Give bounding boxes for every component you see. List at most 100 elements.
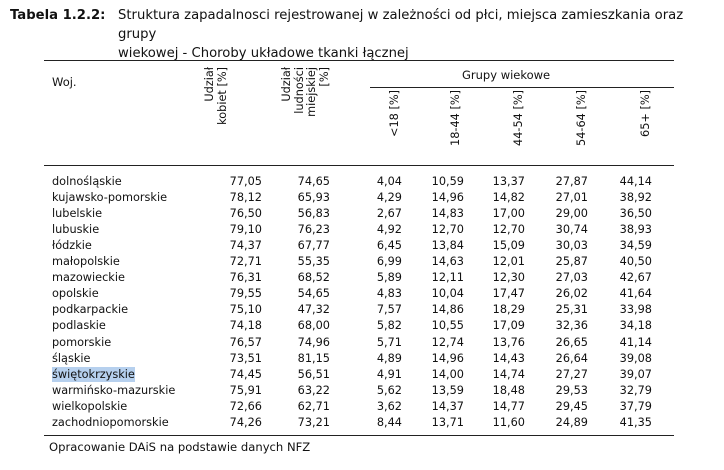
cell-share-urban: 54,65 — [297, 287, 330, 301]
cell-share-women: 75,10 — [229, 303, 262, 317]
table-row: śląskie 73,51 81,15 4,89 14,96 14,43 26,64 39,0… — [52, 351, 672, 366]
cell-age-under-18: 5,89 — [376, 271, 402, 285]
table-row: świętokrzyskie 74,45 56,51 4,91 14,00 14,74 27… — [52, 366, 672, 382]
cell-voivodeship: warmińsko-mazurskie — [52, 383, 176, 397]
top-rule — [44, 60, 674, 61]
cell-voivodeship: dolnośląskie — [52, 175, 122, 188]
table-row: mazowieckie 76,31 68,52 5,89 12,11 12,30 27,03… — [52, 270, 672, 285]
bottom-rule — [44, 435, 674, 436]
column-group-title: Grupy wiekowe — [462, 68, 551, 82]
cell-voivodeship: lubelskie — [52, 207, 103, 221]
cell-age-44-54: 17,09 — [492, 319, 525, 333]
cell-age-65-plus: 40,50 — [619, 255, 652, 269]
cell-voivodeship: mazowieckie — [52, 271, 125, 285]
cell-age-18-44: 14,00 — [431, 367, 464, 381]
cell-age-44-54: 17,47 — [492, 287, 525, 301]
cell-age-under-18: 4,04 — [376, 175, 402, 188]
group-rule — [370, 87, 674, 88]
cell-share-women: 76,50 — [229, 207, 262, 221]
table-caption: Tabela 1.2.2: Struktura zapadalnosci rej… — [10, 6, 710, 63]
cell-share-women: 79,55 — [229, 287, 262, 301]
cell-age-18-44: 10,04 — [431, 287, 464, 301]
cell-voivodeship: opolskie — [52, 287, 99, 301]
cell-age-54-64: 27,01 — [555, 191, 588, 205]
cell-age-under-18: 2,67 — [376, 207, 402, 221]
cell-age-44-54: 14,77 — [492, 399, 525, 413]
column-header-miejskiej-line-3: miejskiej — [305, 67, 318, 117]
cell-share-women: 75,91 — [229, 383, 262, 397]
cell-age-44-54: 11,60 — [492, 415, 525, 429]
column-header-miejskiej-line-1: Udział — [280, 67, 293, 102]
cell-age-18-44: 13,71 — [431, 415, 464, 429]
column-header-kobiet-line-2: kobiet [%] — [215, 67, 229, 125]
cell-age-65-plus: 32,79 — [619, 383, 652, 397]
column-header-miejskiej-line-4: [%] — [317, 67, 331, 87]
cell-voivodeship: podlaskie — [52, 319, 106, 333]
cell-age-under-18: 8,44 — [376, 415, 402, 429]
cell-age-18-44: 14,37 — [431, 399, 464, 413]
cell-age-18-44: 14,86 — [431, 303, 464, 317]
cell-age-under-18: 5,82 — [376, 319, 402, 333]
cell-age-44-54: 17,00 — [492, 207, 525, 221]
cell-age-18-44: 14,63 — [431, 255, 464, 269]
cell-age-44-54: 13,76 — [492, 335, 525, 349]
cell-share-urban: 81,15 — [297, 351, 330, 365]
table-row: podkarpackie 75,10 47,32 7,57 14,86 18,29 25,3… — [52, 302, 672, 317]
cell-share-urban: 62,71 — [297, 399, 330, 413]
cell-share-women: 74,37 — [229, 239, 262, 253]
table-row: warmińsko-mazurskie 75,91 63,22 5,62 13,59 18… — [52, 383, 672, 398]
column-header-kobiet-line-1: Udział — [203, 67, 216, 102]
cell-share-urban: 55,35 — [297, 255, 330, 269]
table-row: podlaskie 74,18 68,00 5,82 10,55 17,09 32,36 34… — [52, 318, 672, 333]
column-header-woj: Woj. — [52, 75, 77, 89]
cell-age-under-18: 4,92 — [376, 223, 402, 237]
cell-share-urban: 73,21 — [297, 415, 330, 429]
cell-age-65-plus: 41,35 — [619, 415, 652, 429]
cell-age-65-plus: 41,64 — [619, 287, 652, 301]
cell-voivodeship: świętokrzyskie — [52, 366, 135, 382]
cell-age-under-18: 5,71 — [376, 335, 402, 349]
table-row: kujawsko-pomorskie 78,12 65,93 4,29 14,96 14,… — [52, 190, 672, 205]
column-header-miejskiej: Udział ludności miejskiej [%] — [280, 67, 331, 157]
cell-age-65-plus: 42,67 — [619, 271, 652, 285]
cell-age-44-54: 18,29 — [492, 303, 525, 317]
cell-age-54-64: 26,64 — [555, 351, 588, 365]
cell-share-women: 77,05 — [229, 175, 262, 188]
column-header-age-under-18: <18 [%] — [388, 90, 401, 137]
caption-text-line-1: Struktura zapadalnosci rejestrowanej w z… — [118, 8, 684, 42]
cell-age-65-plus: 41,14 — [619, 335, 652, 349]
cell-age-18-44: 10,59 — [431, 175, 464, 188]
cell-age-54-64: 26,02 — [555, 287, 588, 301]
cell-age-54-64: 27,87 — [555, 175, 588, 188]
caption-text-line-2: wiekowej - Choroby układowe tkanki łączn… — [118, 46, 409, 61]
cell-share-urban: 74,65 — [297, 175, 330, 188]
header-rule — [44, 165, 674, 166]
cell-age-18-44: 10,55 — [431, 319, 464, 333]
cell-share-urban: 63,22 — [297, 383, 330, 397]
cell-age-54-64: 27,03 — [555, 271, 588, 285]
cell-age-under-18: 4,29 — [376, 191, 402, 205]
cell-voivodeship: podkarpackie — [52, 303, 129, 317]
cell-share-urban: 56,83 — [297, 207, 330, 221]
cell-age-65-plus: 38,93 — [619, 223, 652, 237]
cell-age-65-plus: 44,14 — [619, 175, 652, 188]
column-header-age-65-plus: 65+ [%] — [639, 90, 652, 137]
cell-age-44-54: 14,82 — [492, 191, 525, 205]
cell-share-women: 73,51 — [229, 351, 262, 365]
column-header-age-44-54: 44-54 [%] — [512, 90, 525, 146]
column-header-age-18-44: 18-44 [%] — [449, 90, 462, 146]
cell-age-18-44: 13,59 — [431, 383, 464, 397]
cell-share-women: 72,66 — [229, 399, 262, 413]
cell-age-54-64: 29,53 — [555, 383, 588, 397]
cell-age-54-64: 29,45 — [555, 399, 588, 413]
table-row: wielkopolskie 72,66 62,71 3,62 14,37 14,77 29,… — [52, 399, 672, 414]
table-row: małopolskie 72,71 55,35 6,99 14,63 12,01 25,87… — [52, 254, 672, 269]
cell-age-44-54: 12,70 — [492, 223, 525, 237]
cell-share-women: 76,31 — [229, 271, 262, 285]
cell-age-44-54: 14,43 — [492, 351, 525, 365]
cell-age-under-18: 3,62 — [376, 399, 402, 413]
cell-age-65-plus: 37,79 — [619, 399, 652, 413]
table-row: dolnośląskie 77,05 74,65 4,04 10,59 13,37 27,8… — [52, 174, 672, 189]
caption-text: Struktura zapadalnosci rejestrowanej w z… — [118, 6, 710, 63]
column-header-kobiet: Udział kobiet [%] — [203, 67, 229, 157]
